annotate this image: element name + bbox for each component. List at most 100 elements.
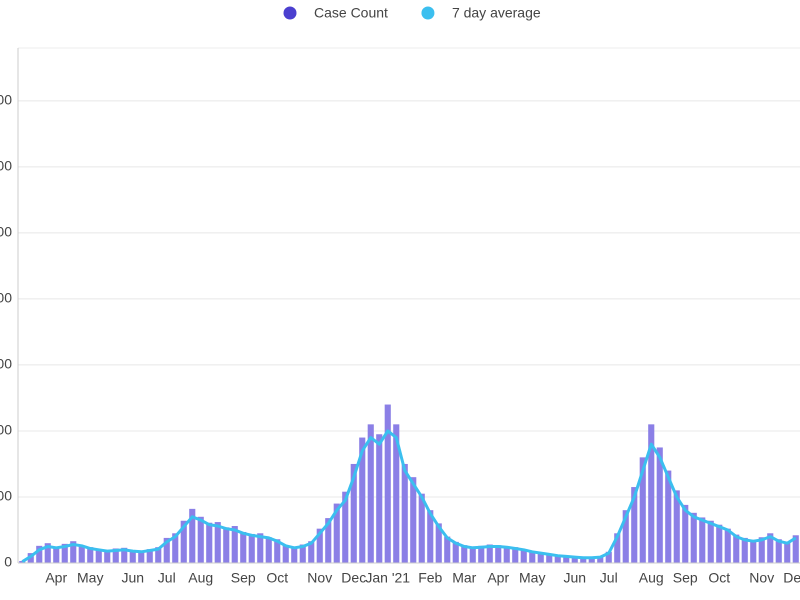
x-tick-label: Aug	[188, 570, 213, 586]
bar	[342, 491, 349, 563]
bar	[257, 533, 264, 563]
x-tick-label: Feb	[418, 570, 442, 586]
bar	[707, 520, 714, 563]
y-tick-label: 7000	[0, 92, 12, 108]
bar	[291, 548, 298, 563]
bar	[444, 536, 451, 563]
bar	[359, 437, 366, 563]
bar	[333, 503, 340, 563]
bar	[690, 512, 697, 563]
bar	[792, 535, 799, 563]
x-tick-label: Sep	[673, 570, 698, 586]
bar	[673, 490, 680, 563]
bar	[70, 541, 77, 563]
bar	[554, 555, 561, 563]
bar	[427, 510, 434, 563]
bar	[367, 424, 374, 563]
bar	[461, 545, 468, 563]
x-tick-label: Nov	[749, 570, 774, 586]
bar	[775, 539, 782, 563]
x-tick-label: Jun	[563, 570, 586, 586]
bar	[724, 528, 731, 563]
x-tick-label: Jul	[600, 570, 618, 586]
bar	[384, 404, 391, 563]
bar	[622, 510, 629, 563]
x-tick-label: Apr	[487, 570, 509, 586]
bar	[648, 424, 655, 563]
bar	[767, 533, 774, 563]
bar	[665, 470, 672, 563]
bar	[248, 533, 255, 563]
bar	[597, 556, 604, 563]
bar	[580, 557, 587, 563]
bar	[784, 541, 791, 563]
bar	[546, 553, 553, 563]
legend-marker[interactable]	[421, 6, 435, 20]
bar	[129, 551, 136, 563]
x-tick-label: May	[519, 570, 545, 586]
x-tick-label: Dec	[783, 570, 800, 586]
bar	[163, 537, 170, 563]
bar	[401, 463, 408, 563]
bar	[639, 457, 646, 563]
x-tick-label: Oct	[266, 570, 288, 586]
legend-label[interactable]: Case Count	[314, 5, 388, 21]
bar	[571, 556, 578, 563]
bar	[418, 493, 425, 563]
bar	[486, 544, 493, 563]
bar	[520, 549, 527, 563]
bar	[656, 447, 663, 563]
bar	[758, 537, 765, 563]
bar	[537, 552, 544, 563]
x-tick-label: Dec	[341, 570, 366, 586]
x-tick-label: Mar	[452, 570, 476, 586]
bar	[53, 547, 60, 563]
y-tick-label: 3000	[0, 356, 12, 372]
bar	[563, 555, 570, 563]
y-tick-label: 6000	[0, 158, 12, 174]
bar	[614, 533, 621, 563]
bar	[104, 551, 111, 563]
bar	[716, 524, 723, 563]
x-tick-label: May	[77, 570, 103, 586]
bar	[750, 539, 757, 563]
line	[21, 429, 797, 563]
bar	[274, 539, 281, 563]
x-tick-label: Jun	[121, 570, 144, 586]
bar	[605, 551, 612, 563]
bar	[699, 517, 706, 563]
bar	[112, 548, 119, 563]
bar	[299, 544, 306, 563]
y-tick-label: 5000	[0, 224, 12, 240]
legend-label[interactable]: 7 day average	[452, 5, 541, 21]
bar	[197, 516, 204, 563]
bar	[172, 533, 179, 563]
bar	[588, 557, 595, 563]
bar	[512, 547, 519, 563]
y-tick-label: 2000	[0, 422, 12, 438]
bar	[631, 487, 638, 563]
bar	[265, 537, 272, 563]
bar	[19, 561, 26, 563]
y-tick-label: 4000	[0, 290, 12, 306]
bar	[138, 550, 145, 563]
bar	[410, 477, 417, 563]
legend-marker[interactable]	[283, 6, 297, 20]
bar	[529, 551, 536, 563]
bar	[231, 526, 238, 563]
bar	[469, 546, 476, 563]
bar	[376, 434, 383, 563]
bar	[240, 531, 247, 563]
bar	[87, 547, 94, 563]
x-tick-label: Apr	[45, 570, 67, 586]
bar	[95, 549, 102, 563]
bar	[44, 543, 51, 563]
bar	[350, 463, 357, 563]
bar	[189, 508, 196, 563]
bar	[741, 537, 748, 563]
x-tick-label: Jan '21	[365, 570, 410, 586]
bar	[180, 520, 187, 563]
bar	[78, 546, 85, 563]
